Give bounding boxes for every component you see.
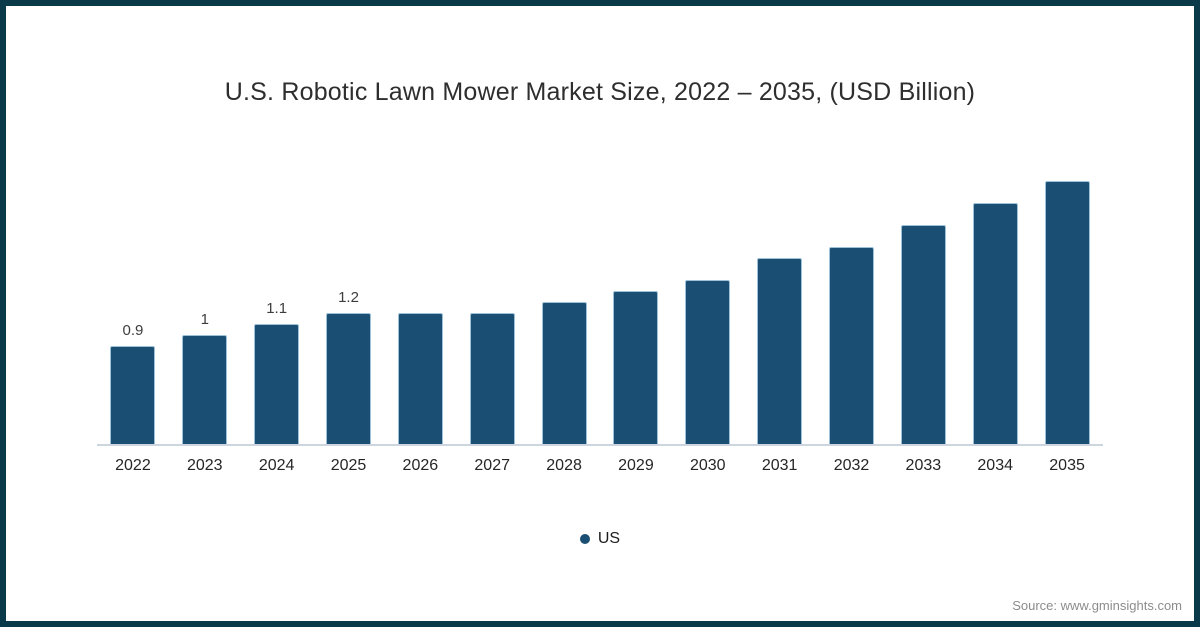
x-tick-label-2035: 2035 bbox=[1049, 457, 1085, 474]
legend-label: US bbox=[597, 530, 621, 547]
x-tick-label-2034: 2034 bbox=[977, 457, 1013, 474]
bar-2032 bbox=[829, 247, 874, 445]
source-text: Source: www.gminsights.com bbox=[1012, 598, 1182, 613]
x-tick-label-2032: 2032 bbox=[833, 457, 870, 474]
bar-2024 bbox=[254, 324, 300, 445]
bar-2027 bbox=[469, 313, 515, 445]
x-tick-label-2033: 2033 bbox=[905, 457, 942, 474]
x-tick-label-2027: 2027 bbox=[474, 457, 510, 474]
x-axis-line bbox=[97, 444, 1103, 446]
bar-2034 bbox=[972, 203, 1018, 445]
x-tick-label-2028: 2028 bbox=[546, 457, 582, 474]
bar-2022 bbox=[110, 346, 156, 445]
bar-2035 bbox=[1044, 181, 1090, 445]
bar-2026 bbox=[397, 313, 443, 445]
bar-value-label-2023: 1 bbox=[200, 311, 209, 328]
x-tick-label-2030: 2030 bbox=[689, 457, 726, 474]
bar-value-label-2024: 1.1 bbox=[266, 300, 288, 317]
bar-2023 bbox=[182, 335, 228, 445]
x-tick-label-2024: 2024 bbox=[258, 457, 295, 474]
legend: US bbox=[0, 529, 1200, 549]
legend-marker-icon bbox=[579, 534, 590, 544]
x-tick-label-2022: 2022 bbox=[115, 457, 151, 474]
bar-2031 bbox=[757, 258, 803, 445]
bar-2030 bbox=[685, 280, 731, 445]
x-tick-label-2029: 2029 bbox=[618, 457, 654, 474]
chart-title: U.S. Robotic Lawn Mower Market Size, 202… bbox=[224, 78, 976, 106]
x-tick-label-2026: 2026 bbox=[402, 457, 439, 474]
bar-2025 bbox=[326, 313, 371, 445]
bar-2028 bbox=[541, 302, 587, 445]
bar-2029 bbox=[613, 291, 659, 445]
bar-value-label-2022: 0.9 bbox=[122, 322, 144, 339]
bar-2033 bbox=[900, 225, 946, 445]
x-tick-label-2025: 2025 bbox=[330, 457, 367, 474]
bar-value-label-2025: 1.2 bbox=[338, 289, 359, 306]
x-tick-label-2023: 2023 bbox=[186, 457, 223, 474]
plot-area: 0.9 1 1.1 1.2 bbox=[97, 0, 1103, 445]
x-tick-label-2031: 2031 bbox=[761, 457, 798, 474]
